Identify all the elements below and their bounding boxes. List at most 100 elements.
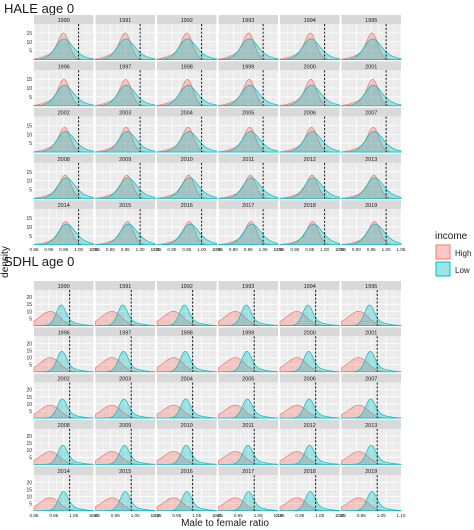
density-area-low bbox=[95, 350, 156, 373]
x-tick-label: 0.85 bbox=[153, 513, 162, 518]
facet-label: 2009 bbox=[119, 157, 131, 163]
x-tick-label: 0.90 bbox=[229, 247, 238, 252]
x-tick-label: 0.90 bbox=[167, 247, 176, 252]
y-tick-label: 20 bbox=[26, 341, 32, 347]
facet-label: 2002 bbox=[58, 111, 70, 117]
x-tick-label: 0.85 bbox=[91, 513, 100, 518]
facet-label: 2011 bbox=[242, 423, 254, 429]
facet-strip bbox=[95, 419, 155, 429]
facet-strip bbox=[341, 373, 401, 383]
facet-panel: 1997 bbox=[95, 61, 156, 107]
x-tick-label: 1.10 bbox=[274, 513, 283, 518]
facet-panel: 2010 bbox=[156, 419, 217, 465]
facet-label: 1992 bbox=[181, 18, 193, 24]
density-area-low bbox=[280, 444, 340, 465]
y-tick-label: 15 bbox=[26, 123, 32, 129]
y-tick-label: 5 bbox=[29, 49, 32, 55]
y-tick-label: 10 bbox=[26, 309, 32, 315]
x-tick-label: 1.10 bbox=[397, 513, 406, 518]
density-area-low bbox=[279, 223, 340, 246]
facet-panel: 2003 bbox=[95, 373, 156, 419]
facet-label: 1993 bbox=[242, 284, 254, 290]
facet-strip bbox=[280, 373, 340, 383]
facet-label: 1994 bbox=[304, 18, 316, 24]
facet-strip bbox=[157, 61, 217, 71]
density-area-low bbox=[33, 38, 94, 60]
facet-panel: 2018 0.85 0.90 0.95 1.00 1.05 bbox=[276, 200, 344, 252]
x-tick-label: 1.10 bbox=[151, 513, 160, 518]
x-tick-label: 0.85 bbox=[91, 247, 100, 252]
facet-label: 2004 bbox=[181, 111, 193, 117]
facet-strip bbox=[218, 153, 278, 163]
facet-panel: 2017 0.85 0.90 0.95 1.00 1.05 bbox=[214, 200, 283, 252]
x-tick-label: 0.95 bbox=[111, 513, 120, 518]
facet-strip bbox=[95, 200, 155, 210]
facet-panel: 1998 bbox=[156, 327, 217, 373]
facet-panel: 1991 bbox=[95, 15, 156, 60]
y-tick-label: 5 bbox=[29, 409, 32, 415]
facet-label: 2009 bbox=[119, 423, 131, 429]
density-area-low bbox=[279, 131, 340, 153]
density-area-low bbox=[95, 444, 156, 465]
facet-panel: 2019 0.85 0.90 0.95 1.00 1.05 bbox=[337, 200, 406, 252]
density-area-low bbox=[156, 177, 217, 199]
y-tick-label: 10 bbox=[26, 402, 32, 408]
facet-label: 1999 bbox=[242, 64, 254, 70]
y-tick-label: 15 bbox=[26, 77, 32, 83]
facet-strip bbox=[157, 466, 217, 476]
facet-label: 1991 bbox=[119, 284, 131, 290]
density-area-low bbox=[34, 444, 94, 465]
facet-label: 1999 bbox=[242, 330, 254, 336]
facet-panel: 1994 bbox=[279, 15, 340, 60]
y-tick-label: 10 bbox=[26, 356, 32, 362]
facet-label: 2001 bbox=[365, 64, 377, 70]
facet-strip bbox=[157, 15, 217, 24]
density-area-low bbox=[95, 84, 156, 107]
facet-label: 2005 bbox=[242, 111, 254, 117]
x-axis-label: Male to female ratio bbox=[181, 518, 269, 529]
facet-label: 2006 bbox=[304, 377, 316, 383]
density-area-low bbox=[156, 131, 217, 153]
x-tick-label: 0.95 bbox=[172, 513, 181, 518]
density-area-low bbox=[33, 223, 94, 246]
facet-panel: 2006 bbox=[279, 373, 340, 419]
facet-panel: 2008 5 10 15 bbox=[26, 153, 94, 199]
legend: income High Low bbox=[435, 231, 471, 277]
facet-panel: 2006 bbox=[279, 107, 340, 153]
x-tick-label: 0.95 bbox=[357, 513, 366, 518]
density-area-low bbox=[95, 131, 156, 153]
facet-panel: 1999 bbox=[218, 327, 279, 373]
facet-strip bbox=[95, 373, 155, 383]
x-tick-label: 0.90 bbox=[106, 247, 115, 252]
facet-strip bbox=[280, 419, 340, 429]
density-area-low bbox=[218, 177, 279, 199]
x-tick-label: 0.95 bbox=[59, 247, 68, 252]
x-tick-label: 1.10 bbox=[212, 513, 221, 518]
facet-strip bbox=[34, 466, 94, 476]
x-tick-label: 1.10 bbox=[89, 513, 98, 518]
facet-strip bbox=[95, 15, 155, 24]
hale-title: HALE age 0 bbox=[4, 1, 74, 16]
facet-label: 2019 bbox=[365, 203, 377, 209]
x-tick-label: 1.00 bbox=[74, 247, 83, 252]
x-tick-label: 1.00 bbox=[197, 247, 206, 252]
facet-label: 2000 bbox=[304, 64, 316, 70]
facet-label: 2015 bbox=[119, 203, 131, 209]
facet-strip bbox=[95, 107, 155, 117]
facet-panel: 1992 bbox=[156, 281, 217, 326]
facet-label: 1993 bbox=[242, 18, 254, 24]
facet-label: 1996 bbox=[58, 330, 70, 336]
facet-label: 2007 bbox=[365, 111, 377, 117]
facet-strip bbox=[157, 419, 217, 429]
y-tick-label: 20 bbox=[26, 434, 32, 440]
facet-label: 2004 bbox=[181, 377, 193, 383]
density-area-low bbox=[280, 350, 340, 373]
x-tick-label: 1.05 bbox=[151, 247, 160, 252]
facet-strip bbox=[341, 327, 401, 337]
